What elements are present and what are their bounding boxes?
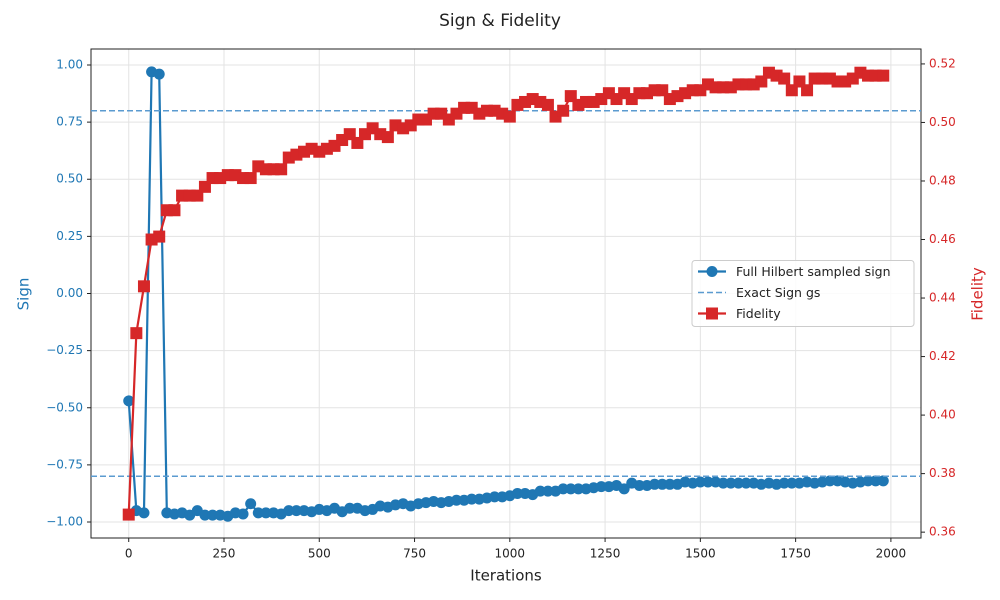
marker [245, 498, 257, 510]
marker [122, 508, 135, 521]
marker [130, 327, 143, 340]
y2-tick-label: 0.44 [929, 291, 956, 305]
y2-tick-label: 0.50 [929, 115, 956, 129]
marker [565, 483, 577, 495]
marker [541, 98, 554, 111]
marker [557, 104, 570, 117]
marker [618, 483, 630, 495]
y2-tick-label: 0.48 [929, 173, 956, 187]
legend-label: Exact Sign gs [736, 285, 820, 300]
marker [290, 505, 302, 517]
legend-label: Fidelity [736, 306, 781, 321]
x-tick-label: 1000 [495, 547, 526, 561]
marker [450, 494, 462, 506]
x-tick-label: 0 [125, 547, 133, 561]
marker [237, 508, 249, 520]
marker [260, 507, 272, 519]
marker [801, 84, 814, 97]
marker [542, 485, 554, 497]
marker [344, 502, 356, 514]
marker [275, 163, 288, 176]
marker [503, 110, 516, 123]
marker [740, 477, 752, 489]
marker [877, 69, 890, 82]
x-axis-label: Iterations [470, 567, 542, 585]
marker [649, 478, 661, 490]
y2-tick-label: 0.38 [929, 466, 956, 480]
marker [153, 230, 166, 243]
x-tick-label: 1500 [685, 547, 716, 561]
marker [725, 477, 737, 489]
x-tick-label: 1250 [590, 547, 621, 561]
legend-box [691, 260, 915, 327]
marker [870, 475, 882, 487]
marker [664, 478, 676, 490]
marker [252, 507, 264, 519]
marker [138, 507, 150, 519]
marker [824, 475, 836, 487]
marker [862, 475, 874, 487]
x-tick-label: 250 [213, 547, 236, 561]
y-tick-label: 0.25 [56, 229, 83, 243]
marker [702, 476, 714, 488]
y2-tick-label: 0.36 [929, 525, 956, 539]
y-tick-label: 1.00 [56, 57, 83, 71]
marker [706, 307, 718, 320]
y2-tick-label: 0.42 [929, 349, 956, 363]
marker [656, 478, 668, 490]
y-tick-label: 0.00 [56, 286, 83, 300]
x-tick-label: 750 [403, 547, 426, 561]
x-tick-label: 500 [308, 547, 331, 561]
marker [706, 266, 718, 277]
x-tick-label: 1750 [780, 547, 811, 561]
marker [123, 395, 135, 407]
marker [199, 509, 211, 521]
x-tick-label: 2000 [876, 547, 907, 561]
marker [137, 280, 150, 293]
marker [244, 172, 257, 185]
marker [557, 483, 569, 495]
y-tick-label: 0.75 [56, 115, 83, 129]
marker [466, 493, 478, 505]
marker [694, 476, 706, 488]
y-axis-label: Sign [15, 278, 33, 311]
marker [778, 72, 791, 85]
marker [283, 505, 295, 517]
chart-title: Sign & Fidelity [439, 11, 561, 31]
marker [633, 479, 645, 491]
y-tick-label: −0.25 [46, 343, 83, 357]
y2-tick-label: 0.52 [929, 56, 956, 70]
marker [207, 509, 219, 521]
marker [572, 483, 584, 495]
marker [717, 477, 729, 489]
y-tick-label: 0.50 [56, 172, 83, 186]
legend-label: Full Hilbert sampled sign [736, 264, 891, 279]
marker [489, 491, 501, 503]
marker [153, 68, 165, 80]
marker [168, 204, 181, 217]
marker [381, 131, 394, 144]
y2-axis-label: Fidelity [969, 267, 987, 321]
marker [732, 477, 744, 489]
marker [786, 477, 798, 489]
marker [511, 487, 523, 499]
marker [877, 475, 889, 487]
marker [778, 477, 790, 489]
plot-frame [90, 48, 922, 539]
y-tick-label: −0.50 [46, 400, 83, 414]
y-tick-label: −0.75 [46, 457, 83, 471]
y2-tick-label: 0.46 [929, 232, 956, 246]
y2-tick-label: 0.40 [929, 408, 956, 422]
y-tick-label: −1.00 [46, 515, 83, 529]
marker [595, 481, 607, 493]
marker [534, 485, 546, 497]
